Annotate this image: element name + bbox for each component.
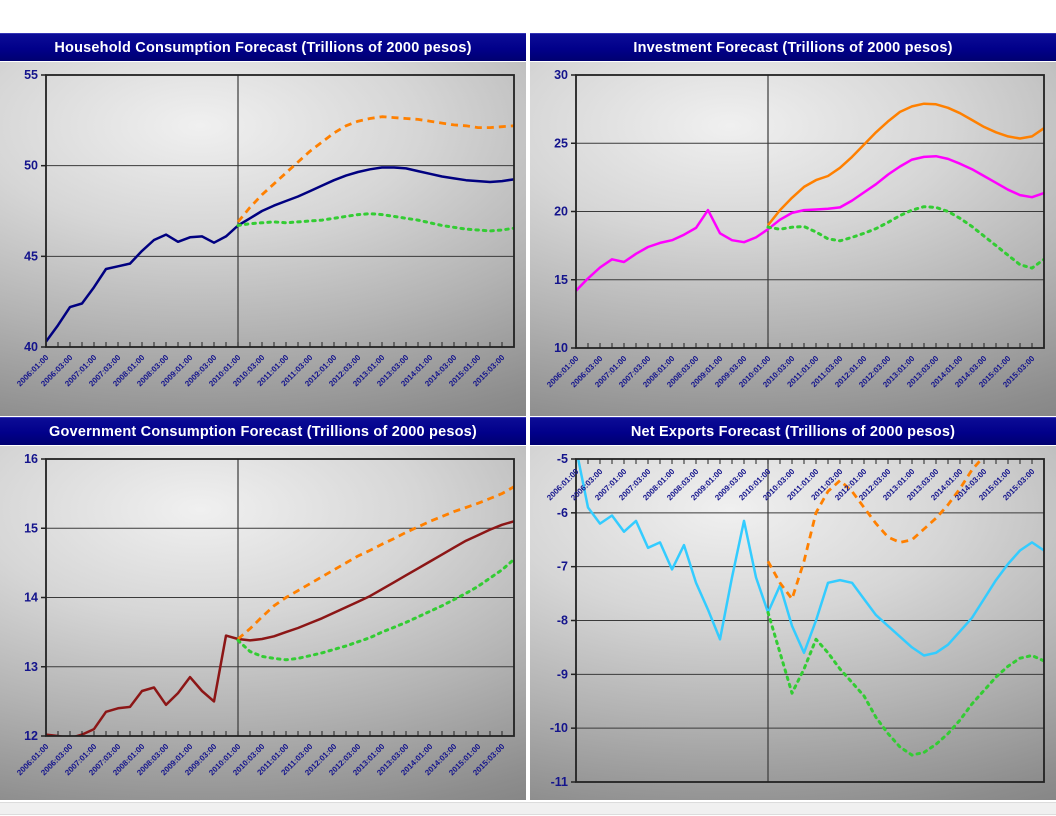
svg-text:-5: -5 — [557, 452, 568, 466]
net-exports-panel: Net Exports Forecast (Trillions of 2000 … — [530, 417, 1056, 800]
gridlines — [46, 458, 514, 737]
series-central — [46, 166, 514, 343]
series-central — [576, 459, 1044, 657]
window-footer-strip — [0, 802, 1056, 815]
y-axis-labels: -5 -6 -7 -8 -9 -10 -11 — [550, 452, 576, 789]
series — [46, 115, 514, 343]
panel-title-text: Household Consumption Forecast (Trillion… — [54, 39, 472, 56]
svg-text:14: 14 — [24, 591, 38, 605]
investment-chart-area: 30 25 20 15 10 2006:01:00 2006:03:00 2007:01:00… — [530, 62, 1056, 416]
net-exports-title: Net Exports Forecast (Trillions of 2000 … — [530, 417, 1056, 445]
series-lower_band — [766, 610, 1044, 757]
svg-text:16: 16 — [24, 452, 38, 466]
svg-text:20: 20 — [554, 205, 568, 219]
series-upper_band — [767, 102, 1044, 226]
net-exports-chart: -5 -6 -7 -8 -9 -10 -11 2006:01:002006:03:002007… — [545, 452, 1045, 789]
household-consumption-panel: Household Consumption Forecast (Trillion… — [0, 33, 526, 416]
panel-title-text: Investment Forecast (Trillions of 2000 p… — [633, 39, 953, 56]
svg-text:-6: -6 — [557, 506, 568, 520]
svg-text:12: 12 — [24, 729, 38, 743]
svg-text:55: 55 — [24, 68, 38, 82]
series — [576, 459, 1044, 757]
gridlines — [46, 74, 514, 348]
plot-border — [45, 74, 515, 348]
series — [46, 485, 514, 736]
government-consumption-panel: Government Consumption Forecast (Trillio… — [0, 417, 526, 800]
y-axis-labels: 30 25 20 15 10 — [554, 68, 576, 355]
net-exports-chart-area: -5 -6 -7 -8 -9 -10 -11 2006:01:00 2006:03:00 2007… — [530, 446, 1056, 800]
household-consumption-title: Household Consumption Forecast (Trillion… — [0, 33, 526, 61]
series-central — [46, 520, 514, 736]
series-lower_band — [236, 557, 514, 662]
svg-text:-8: -8 — [557, 614, 568, 628]
y-axis-labels: 16 15 14 13 12 — [24, 452, 46, 743]
government-consumption-chart-area: 16 15 14 13 12 2006:01:00 2006:03:00 2007:01:00… — [0, 446, 526, 800]
svg-text:-9: -9 — [557, 667, 568, 681]
investment-chart: 30 25 20 15 102006:01:002006:03:002007:01:00… — [545, 68, 1045, 389]
x-axis-labels: 2006:01:002006:03:002007:01:002007:03:00… — [15, 342, 515, 388]
investment-title: Investment Forecast (Trillions of 2000 p… — [530, 33, 1056, 61]
svg-text:-11: -11 — [551, 775, 568, 789]
svg-text:10: 10 — [554, 341, 568, 355]
government-consumption-chart: 16 15 14 13 122006:01:002006:03:002007:01:00… — [15, 452, 515, 777]
y-axis-labels: 55 50 45 40 — [24, 68, 46, 354]
series-lower_band — [766, 205, 1044, 270]
svg-text:-7: -7 — [557, 560, 568, 574]
x-axis-labels: 2006:01:002006:03:002007:01:002007:03:00… — [545, 459, 1045, 502]
series — [576, 102, 1044, 292]
government-consumption-title: Government Consumption Forecast (Trillio… — [0, 417, 526, 445]
household-consumption-chart: 55 50 45 402006:01:002006:03:002007:01:0020… — [15, 68, 515, 388]
investment-panel: Investment Forecast (Trillions of 2000 p… — [530, 33, 1056, 416]
svg-text:40: 40 — [24, 340, 38, 354]
series-lower_band — [236, 212, 514, 233]
svg-text:25: 25 — [554, 136, 568, 150]
x-axis-labels: 2006:01:002006:03:002007:01:002007:03:00… — [15, 731, 515, 777]
svg-text:45: 45 — [24, 249, 38, 263]
svg-text:30: 30 — [554, 68, 568, 82]
svg-text:13: 13 — [24, 660, 38, 674]
gridlines — [576, 458, 1044, 783]
svg-text:15: 15 — [554, 273, 568, 287]
x-axis-labels: 2006:01:002006:03:002007:01:002007:03:00… — [545, 343, 1045, 389]
household-consumption-chart-area: 55 50 45 40 2006:01:00 2006:03:00 2007:01:00 20… — [0, 62, 526, 416]
svg-text:-10: -10 — [550, 721, 568, 735]
series-central — [576, 154, 1044, 292]
gridlines — [576, 74, 1044, 349]
svg-text:50: 50 — [24, 159, 38, 173]
series-upper_band — [236, 115, 514, 223]
series-upper_band — [237, 485, 514, 641]
series-upper_band — [766, 459, 984, 601]
svg-text:15: 15 — [24, 521, 38, 535]
panel-title-text: Net Exports Forecast (Trillions of 2000 … — [630, 423, 956, 440]
panel-title-text: Government Consumption Forecast (Trillio… — [49, 423, 477, 440]
